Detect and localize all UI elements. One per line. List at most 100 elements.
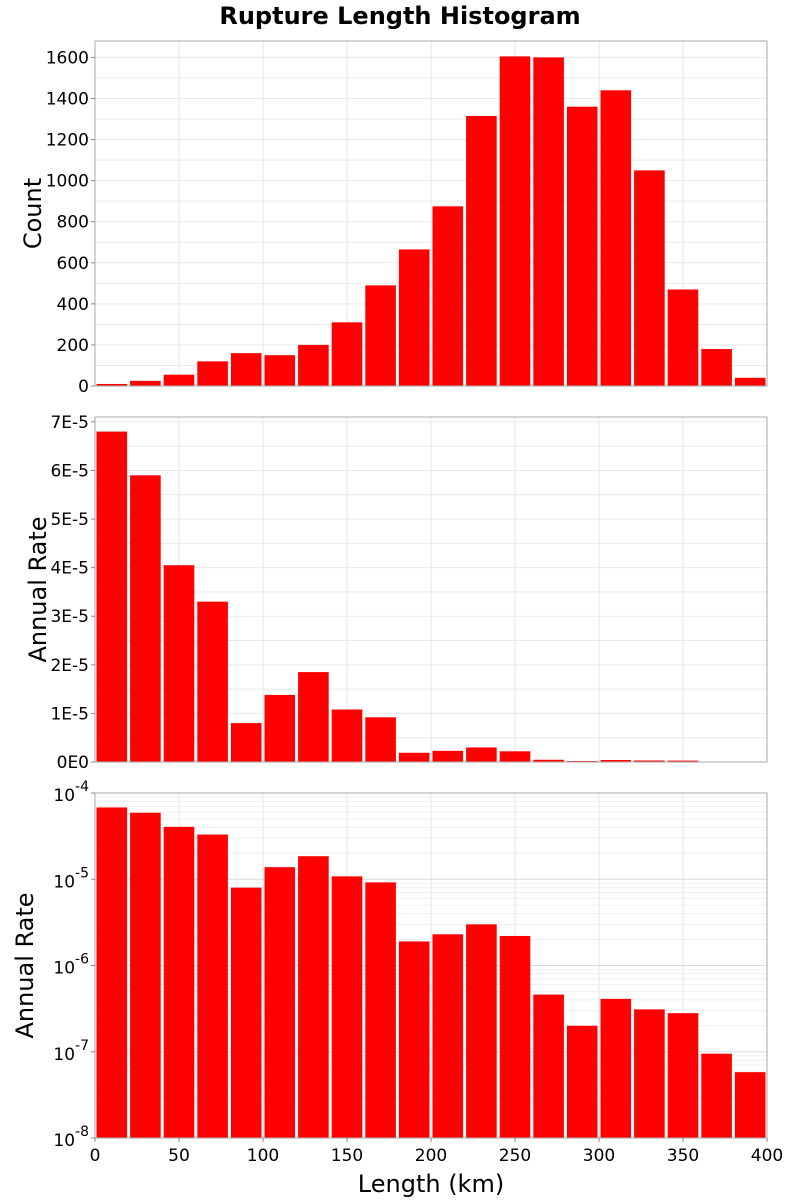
bar: [365, 882, 396, 1138]
bar: [734, 377, 766, 386]
bar: [197, 834, 228, 1138]
bars: [96, 56, 766, 387]
bar: [365, 717, 396, 762]
x-tick-label: 400: [751, 1146, 783, 1166]
bar: [298, 672, 329, 762]
bar: [130, 475, 161, 762]
bar: [734, 1072, 766, 1138]
bar: [331, 876, 363, 1138]
y-tick-label: 7E-5: [50, 413, 89, 433]
bar: [466, 115, 497, 387]
bars: [96, 431, 766, 762]
bar: [533, 994, 564, 1138]
bar: [298, 344, 329, 386]
bar: [432, 750, 464, 762]
bar: [432, 934, 464, 1138]
x-tick-label: 150: [331, 1146, 363, 1166]
plot-frame: [94, 40, 768, 387]
bar: [96, 431, 128, 762]
bar: [230, 723, 262, 762]
panel-1: 0 200 400 600 800 1000 1200 1400 1600 Count: [19, 40, 768, 397]
bar: [600, 90, 632, 387]
y-axis-label: Annual Rate: [11, 892, 39, 1038]
y-tick-label: 1200: [46, 131, 89, 151]
y-tick-label: 1600: [46, 48, 89, 68]
y-tick-label: 1400: [46, 90, 89, 110]
bar: [499, 751, 531, 762]
bar: [499, 56, 531, 386]
y-tick-labels: 0 200 400 600 800 1000 1200 1400 1600: [46, 48, 95, 397]
x-tick-labels: 0 50 100 150 200 250 300 350 400: [90, 1138, 783, 1166]
y-tick-label: 3E-5: [50, 607, 89, 627]
y-axis-label: Count: [19, 178, 47, 249]
bars: [96, 807, 766, 1138]
y-tick-label: 200: [57, 336, 89, 356]
y-tick-label: 1000: [46, 172, 89, 192]
x-tick-label: 250: [499, 1146, 531, 1166]
bar: [701, 1053, 732, 1138]
y-tick-label: 0E0: [57, 753, 89, 773]
bar: [230, 353, 262, 386]
bar: [398, 941, 430, 1138]
bar: [667, 760, 699, 762]
bar: [163, 826, 195, 1138]
y-tick-label: 10-4: [53, 779, 89, 806]
y-tick-label: 6E-5: [50, 461, 89, 481]
y-tick-label: 10-7: [53, 1038, 89, 1065]
bar: [130, 380, 161, 386]
bar: [96, 383, 128, 386]
x-tick-label: 350: [667, 1146, 699, 1166]
chart-panels: 02004006008001000120014001600Count0E01E-…: [11, 40, 783, 1198]
y-tick-label: 10-5: [53, 865, 89, 892]
y-tick-label: 5E-5: [50, 510, 89, 530]
bar: [163, 565, 195, 762]
bar: [667, 1013, 699, 1138]
bar: [398, 249, 430, 386]
bar: [533, 57, 564, 387]
y-tick-label: 2E-5: [50, 656, 89, 676]
bar: [634, 760, 665, 762]
y-tick-label: 1E-5: [50, 704, 89, 724]
y-axis-label: Annual Rate: [24, 516, 52, 662]
bar: [398, 752, 430, 762]
panel-3: 10-8 10-7 10-6 10-5 10-4 Annual Rate 0 50 100 150…: [11, 779, 783, 1198]
bar: [566, 1025, 598, 1138]
bar: [600, 998, 632, 1138]
chart-title: Rupture Length Histogram: [219, 2, 580, 30]
y-tick-label: 10-6: [53, 952, 89, 979]
y-tick-label: 10-8: [53, 1124, 89, 1151]
x-tick-label: 200: [415, 1146, 447, 1166]
x-tick-label: 0: [90, 1146, 101, 1166]
bar: [264, 867, 296, 1138]
bar: [566, 106, 598, 386]
bar: [163, 374, 195, 386]
bar: [432, 206, 464, 386]
x-tick-label: 300: [583, 1146, 615, 1166]
x-tick-label: 100: [247, 1146, 279, 1166]
bar: [197, 361, 228, 386]
bar: [264, 355, 296, 386]
y-tick-labels: 0E0 1E-5 2E-5 3E-5 4E-5 5E-5 6E-5 7E-5: [50, 413, 95, 773]
bar: [298, 856, 329, 1138]
y-tick-label: 400: [57, 295, 89, 315]
bar: [499, 935, 531, 1138]
bar: [230, 887, 262, 1138]
bar: [667, 289, 699, 386]
bar: [130, 812, 161, 1138]
bar: [96, 807, 128, 1138]
panel-2: 0E0 1E-5 2E-5 3E-5 4E-5 5E-5 6E-5 7E-5 Annual Ra…: [24, 413, 768, 773]
bar: [197, 601, 228, 762]
bar: [533, 759, 564, 762]
bar: [466, 747, 497, 762]
y-tick-label: 600: [57, 254, 89, 274]
bar: [331, 709, 363, 762]
y-tick-label: 0: [78, 377, 89, 397]
bar: [264, 694, 296, 762]
bar: [600, 760, 632, 762]
bar: [365, 285, 396, 386]
bar: [331, 322, 363, 386]
bar: [701, 349, 732, 386]
y-tick-labels: 10-8 10-7 10-6 10-5 10-4: [53, 779, 95, 1151]
bar: [634, 1009, 665, 1138]
